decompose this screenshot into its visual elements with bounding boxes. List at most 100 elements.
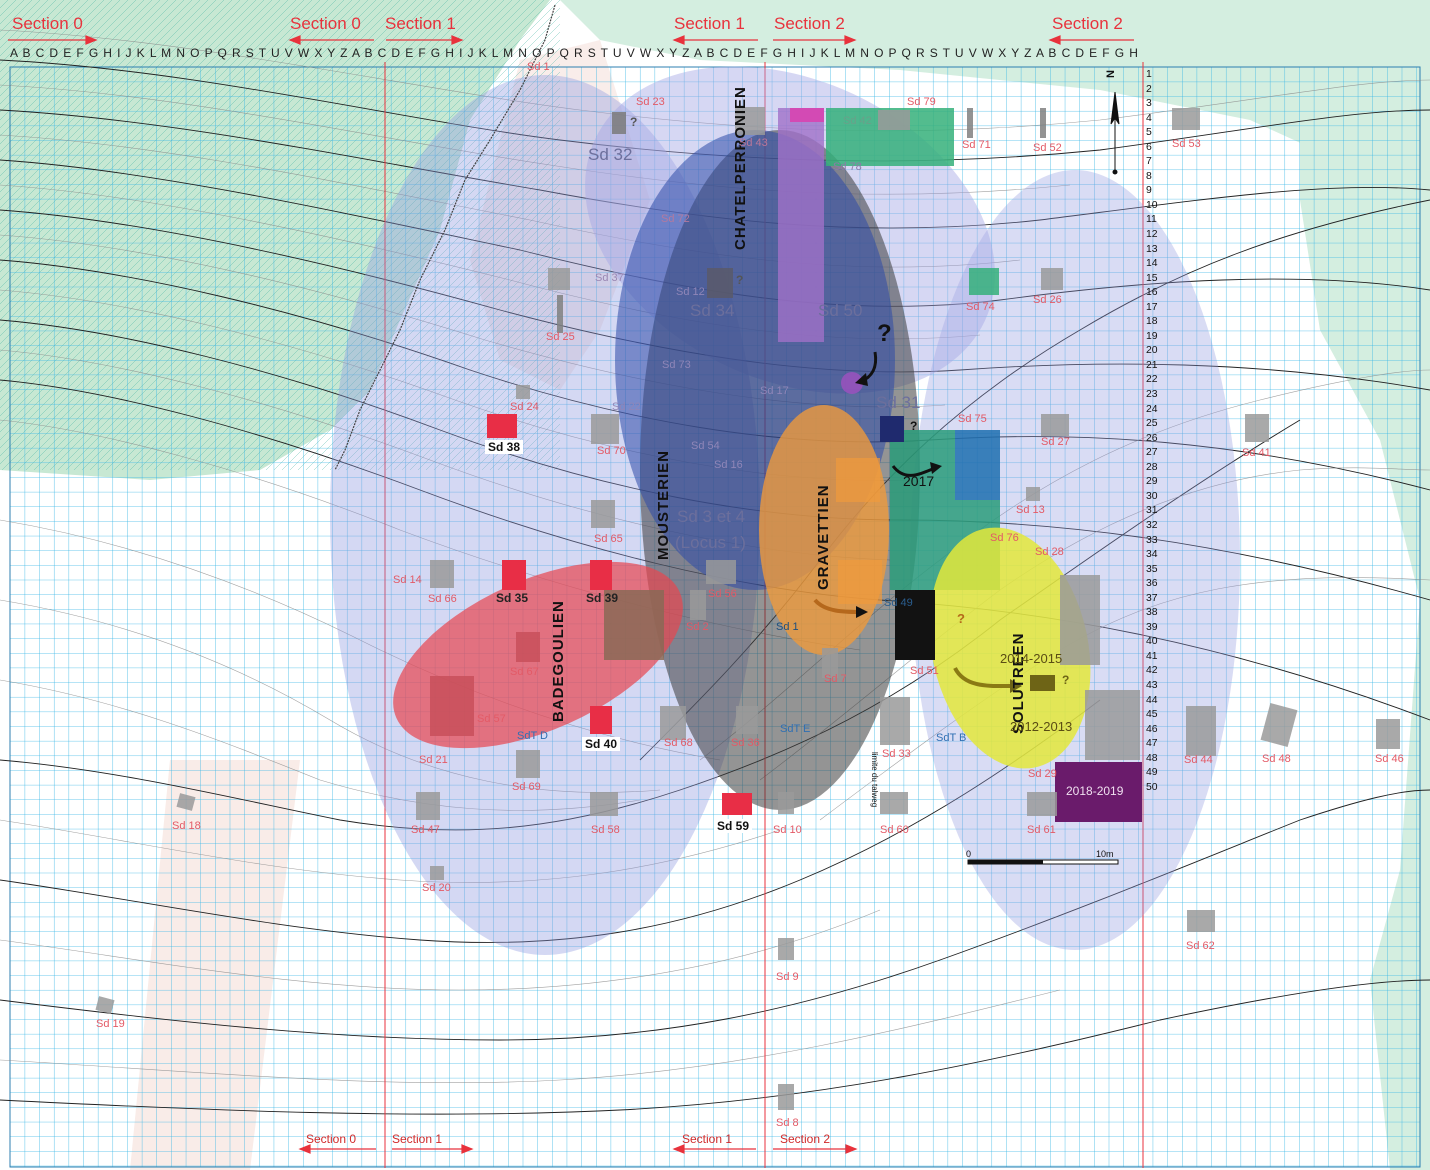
row-number: 4 <box>1146 112 1152 124</box>
gravettien-squares <box>836 458 882 604</box>
row-number: 45 <box>1146 709 1158 721</box>
label-sd53: Sd 53 <box>1172 138 1201 150</box>
row-number: 13 <box>1146 243 1158 255</box>
row-number: 35 <box>1146 563 1158 575</box>
label-sd36: Sd 36 <box>731 737 760 749</box>
row-number: 9 <box>1146 185 1152 197</box>
label-sd71: Sd 71 <box>962 139 991 151</box>
label-sd24: Sd 24 <box>510 401 539 413</box>
label-sd26: Sd 26 <box>1033 294 1062 306</box>
question-mark: ? <box>957 611 965 626</box>
label-sd73: Sd 73 <box>662 359 691 371</box>
row-number: 36 <box>1146 578 1158 590</box>
arrows <box>813 351 1022 693</box>
label-sd21: Sd 21 <box>419 754 448 766</box>
section-1-label-top-left: Section 1 <box>385 14 456 33</box>
row-number: 6 <box>1146 141 1152 153</box>
year-2018-2019: 2018-2019 <box>1066 784 1124 798</box>
label-sd1: Sd 1 <box>527 61 550 73</box>
row-number: 25 <box>1146 418 1158 430</box>
row-number: 27 <box>1146 447 1158 459</box>
question-mark: ? <box>736 273 744 287</box>
row-number: 49 <box>1146 767 1158 779</box>
label-sdt-e: SdT E <box>780 723 811 735</box>
label-sd31: Sd 31 <box>876 393 921 412</box>
row-number: 12 <box>1146 229 1158 241</box>
row-number: 43 <box>1146 679 1158 691</box>
year-2014-2015: 2014-2015 <box>1000 651 1063 666</box>
row-number: 32 <box>1146 519 1158 531</box>
section-2-label-top-left: Section 2 <box>774 14 845 33</box>
section-0-label-bottom: Section 0 <box>306 1132 357 1146</box>
label-sd16: Sd 16 <box>714 459 743 471</box>
row-number: 2 <box>1146 83 1152 95</box>
label-sd72: Sd 72 <box>661 213 690 225</box>
section-1-label-top-right: Section 1 <box>674 14 745 33</box>
label-sd57: Sd 57 <box>477 713 506 725</box>
label-sd58: Sd 58 <box>591 824 620 836</box>
scale-ten: 10m <box>1096 849 1114 859</box>
section-1-label-bottom-left: Section 1 <box>392 1132 443 1146</box>
label-chatelperronien: CHATELPERRONIEN <box>732 86 749 250</box>
section-0-label-top-left: Section 0 <box>12 14 83 33</box>
label-sd46: Sd 46 <box>1375 753 1404 765</box>
scale-bar <box>967 859 1119 865</box>
row-number: 18 <box>1146 316 1158 328</box>
row-number: 39 <box>1146 621 1158 633</box>
label-sd40: Sd 40 <box>582 737 621 751</box>
label-sd34: Sd 34 <box>690 301 735 320</box>
label-sd61: Sd 61 <box>1027 824 1056 836</box>
label-sd17: Sd 17 <box>760 385 789 397</box>
label-sd65: Sd 65 <box>594 533 623 545</box>
label-sdt-d: SdT D <box>517 730 548 742</box>
label-sd29: Sd 29 <box>1028 768 1057 780</box>
row-number: 37 <box>1146 592 1158 604</box>
label-sd13: Sd 13 <box>1016 504 1045 516</box>
question-mark: ? <box>1062 673 1070 687</box>
label-mousterien: MOUSTERIEN <box>655 449 672 560</box>
label-sd44: Sd 44 <box>1184 754 1213 766</box>
label-gravettien: GRAVETTIEN <box>815 484 832 590</box>
year-2017: 2017 <box>903 473 935 489</box>
label-sd42: Sd 42 <box>843 115 872 127</box>
row-number: 26 <box>1146 432 1158 444</box>
label-sd28: Sd 28 <box>1035 546 1064 558</box>
row-number: 21 <box>1146 359 1158 371</box>
row-number: 17 <box>1146 301 1158 313</box>
row-number: 40 <box>1146 636 1158 648</box>
row-number: 23 <box>1146 389 1158 401</box>
label-sd69: Sd 69 <box>512 781 541 793</box>
zone-chatelperronien <box>778 108 863 394</box>
label-sd23: Sd 23 <box>636 96 665 108</box>
cliff-edge <box>334 4 556 471</box>
label-sd52: Sd 52 <box>1033 142 1062 154</box>
label-sd59: Sd 59 <box>714 819 753 833</box>
dark-squares <box>880 416 1142 822</box>
row-number: 1 <box>1146 69 1152 80</box>
zone-solutreen <box>929 527 1091 769</box>
label-sd66: Sd 66 <box>428 593 457 605</box>
label-sd43: Sd 43 <box>739 137 768 149</box>
label-sd70: Sd 70 <box>597 445 626 457</box>
label-locus1: (Locus 1) <box>675 533 746 552</box>
section-0-label-top-right: Section 0 <box>290 14 361 33</box>
year-2012-2013: 2012-2013 <box>1010 719 1073 734</box>
column-letters: A B C D E F G H I J K L M N O P Q R S T … <box>10 46 1139 60</box>
label-sd78: Sd 78 <box>833 161 862 173</box>
row-number: 42 <box>1146 665 1158 677</box>
label-sd56: Sd 56 <box>708 588 737 600</box>
label-sd27: Sd 27 <box>1041 436 1070 448</box>
question-mark: ? <box>910 419 918 433</box>
label-sd75: Sd 75 <box>958 413 987 425</box>
label-sd48: Sd 48 <box>1262 753 1291 765</box>
row-number: 33 <box>1146 534 1158 546</box>
row-number: 14 <box>1146 258 1158 270</box>
label-sd22: Sd 22 <box>612 401 641 413</box>
question-mark: ? <box>630 115 638 129</box>
row-number: 28 <box>1146 461 1158 473</box>
row-number: 31 <box>1146 505 1158 517</box>
row-number: 11 <box>1146 214 1157 226</box>
label-badegoulien: BADEGOULIEN <box>550 600 567 722</box>
label-sd10: Sd 10 <box>773 824 802 836</box>
